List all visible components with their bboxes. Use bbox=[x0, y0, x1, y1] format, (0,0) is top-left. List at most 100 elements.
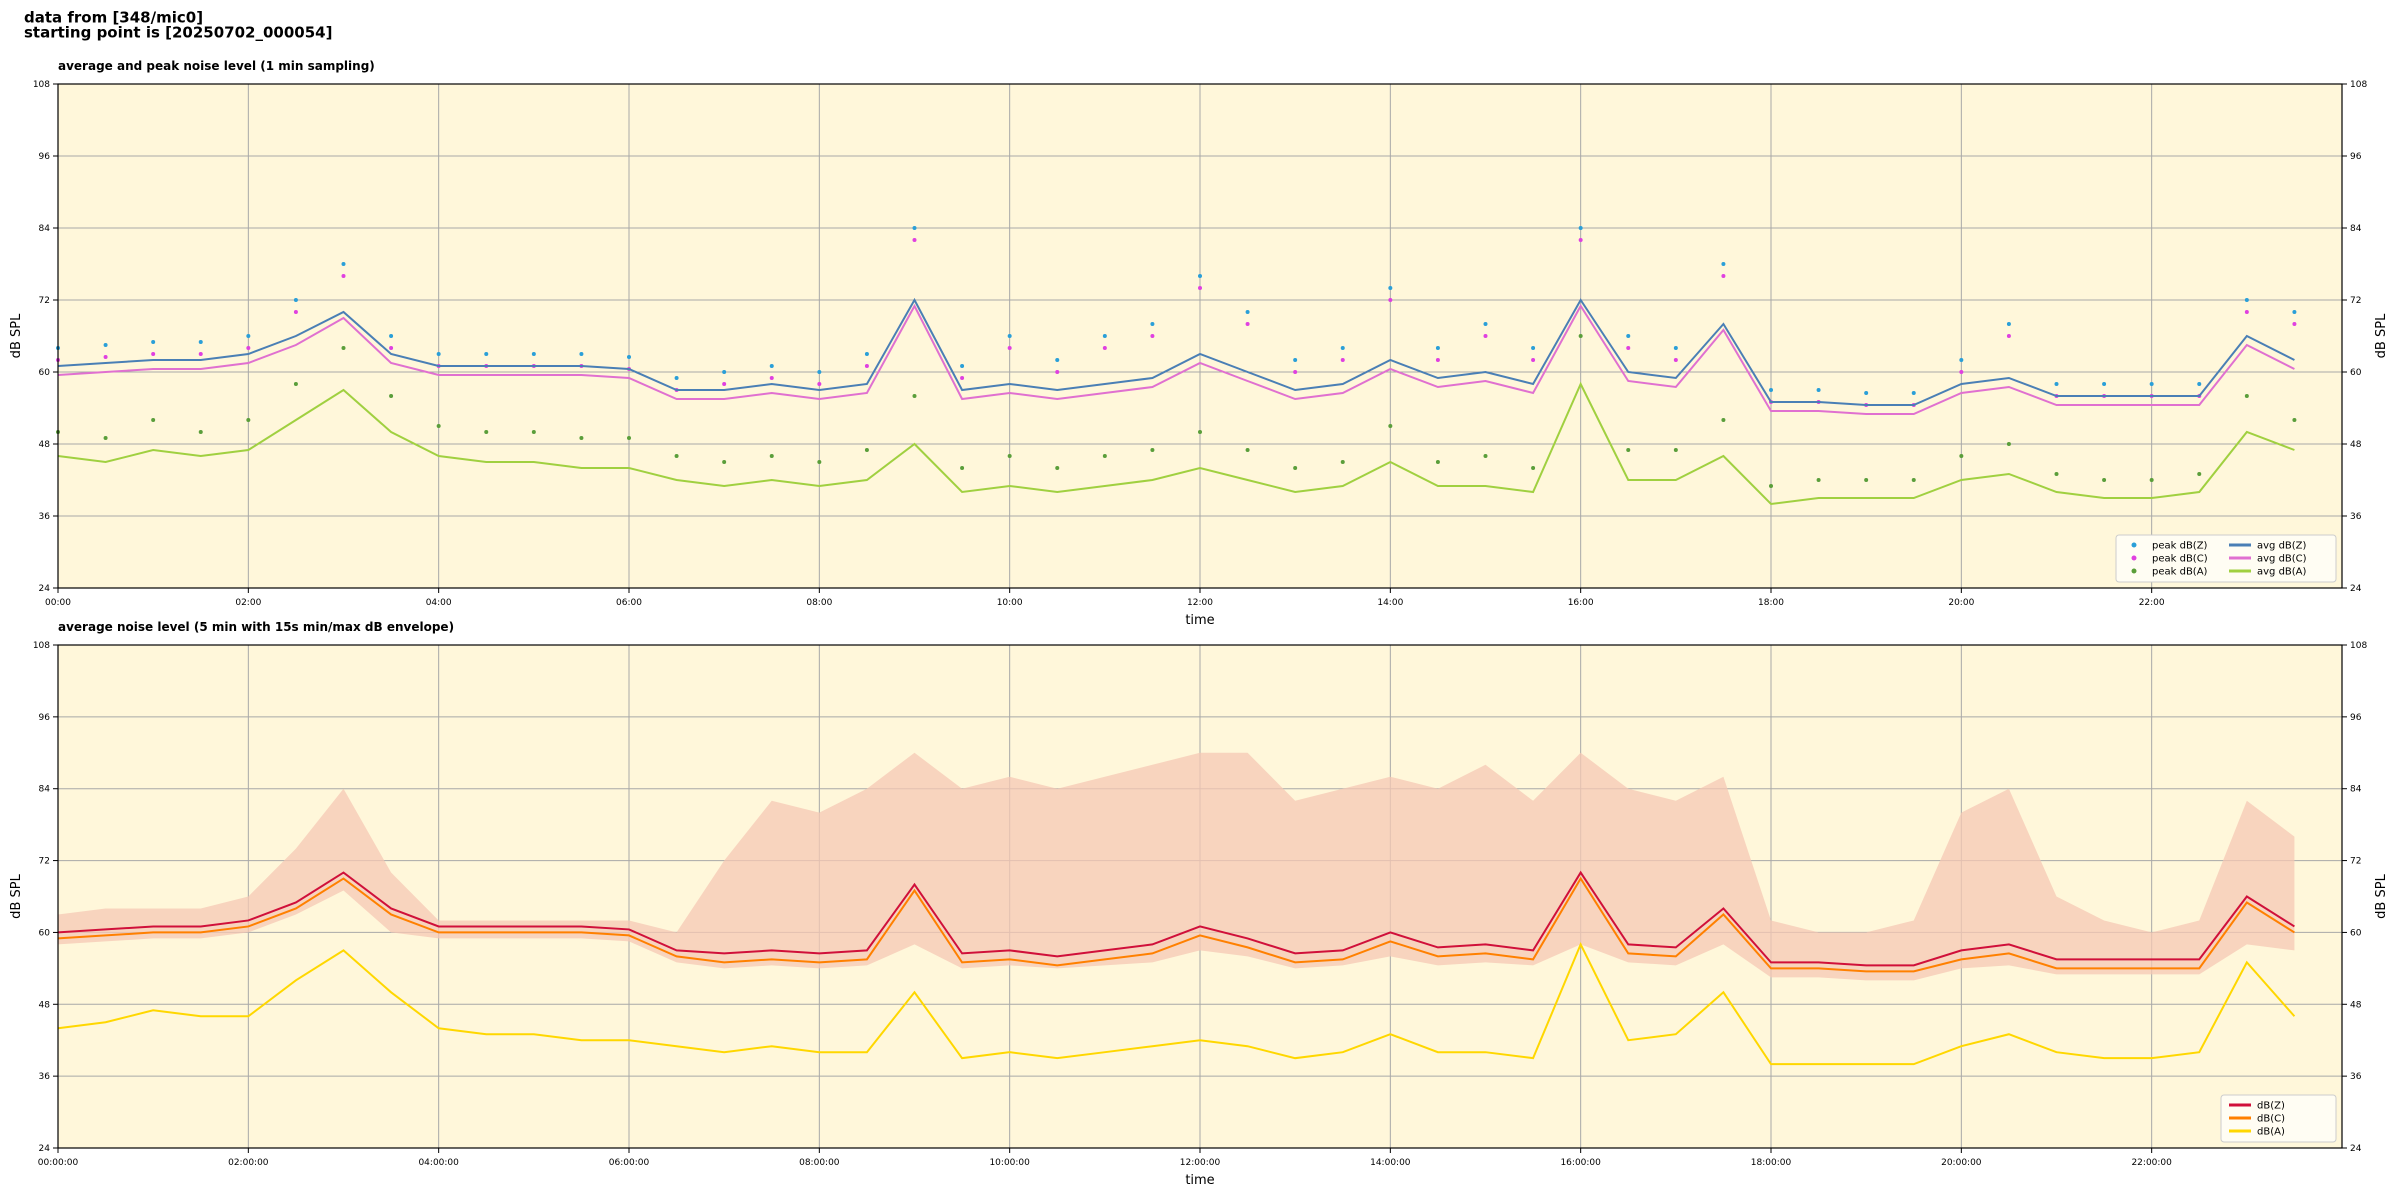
x-axis-label: time bbox=[1185, 613, 1214, 628]
y-tick-label: 84 bbox=[39, 224, 51, 234]
x-tick-label: 12:00 bbox=[1187, 598, 1213, 608]
peak-point bbox=[2197, 472, 2202, 476]
chart-subtitle: average noise level (5 min with 15s min/… bbox=[58, 620, 454, 634]
y-tick-label: 24 bbox=[39, 1144, 51, 1154]
legend-label: peak dB(Z) bbox=[2152, 541, 2208, 552]
series-line bbox=[57, 381, 2295, 506]
y-tick-label: 108 bbox=[33, 80, 50, 90]
peak-point bbox=[1007, 454, 1012, 458]
x-tick-label: 02:00 bbox=[235, 598, 261, 608]
y2-tick-label: 84 bbox=[2350, 224, 2362, 234]
peak-point bbox=[151, 340, 156, 344]
peak-point bbox=[1340, 358, 1345, 362]
y2-tick-label: 36 bbox=[2350, 512, 2362, 522]
y2-tick-label: 84 bbox=[2350, 785, 2362, 795]
peak-point bbox=[1007, 346, 1012, 350]
peak-point bbox=[1864, 391, 1869, 395]
peak-point bbox=[1626, 334, 1631, 338]
peak-point bbox=[1911, 478, 1916, 482]
y2-tick-label: 96 bbox=[2350, 713, 2362, 723]
peak-point bbox=[1293, 370, 1298, 374]
plot-frame bbox=[57, 644, 2343, 1149]
legend-marker bbox=[2131, 542, 2137, 548]
peak-point bbox=[2102, 382, 2107, 386]
y-tick-label: 48 bbox=[39, 440, 51, 450]
peak-point bbox=[1102, 346, 1107, 350]
peak-point bbox=[246, 334, 251, 338]
peak-point bbox=[389, 394, 394, 398]
peak-point bbox=[1626, 346, 1631, 350]
peak-point bbox=[960, 376, 965, 380]
peak-point bbox=[1483, 322, 1488, 326]
legend-label: avg dB(Z) bbox=[2257, 541, 2307, 552]
peak-point bbox=[912, 238, 917, 242]
peak-point bbox=[531, 430, 536, 434]
peak-point bbox=[2006, 442, 2011, 446]
y-tick-label: 108 bbox=[33, 641, 50, 651]
series-line bbox=[57, 941, 2296, 1066]
y2-tick-label: 24 bbox=[2350, 1144, 2362, 1154]
peak-point bbox=[2006, 334, 2011, 338]
peak-point bbox=[1055, 466, 1060, 470]
peak-point bbox=[1578, 334, 1583, 338]
peak-point bbox=[912, 226, 917, 230]
peak-point bbox=[293, 310, 298, 314]
peak-point bbox=[1531, 346, 1536, 350]
peak-point bbox=[2149, 478, 2154, 482]
peak-point bbox=[1483, 454, 1488, 458]
plot-frame bbox=[57, 83, 2343, 589]
peak-point bbox=[2244, 310, 2249, 314]
x-tick-label: 18:00:00 bbox=[1751, 1158, 1792, 1168]
x-tick-label: 18:00 bbox=[1758, 598, 1784, 608]
peak-point bbox=[674, 454, 679, 458]
x-tick-label: 10:00:00 bbox=[989, 1158, 1030, 1168]
peak-point bbox=[2244, 298, 2249, 302]
peak-point bbox=[722, 460, 727, 464]
peak-point bbox=[2292, 418, 2297, 422]
peak-point bbox=[1245, 310, 1250, 314]
peak-point bbox=[2006, 322, 2011, 326]
peak-point bbox=[722, 382, 727, 386]
peak-point bbox=[817, 370, 822, 374]
peak-point bbox=[1198, 274, 1202, 278]
legend-marker bbox=[2131, 568, 2137, 574]
y2-tick-label: 72 bbox=[2350, 857, 2361, 867]
peak-point bbox=[1055, 370, 1060, 374]
peak-point bbox=[1959, 370, 1964, 374]
x-tick-label: 22:00 bbox=[2139, 598, 2165, 608]
peak-point bbox=[1578, 238, 1583, 242]
peak-point bbox=[151, 352, 156, 356]
x-tick-label: 10:00 bbox=[997, 598, 1023, 608]
peak-point bbox=[627, 355, 631, 359]
y-tick-label: 72 bbox=[39, 296, 50, 306]
peak-point bbox=[1673, 346, 1678, 350]
peak-point bbox=[1198, 286, 1202, 290]
peak-point bbox=[769, 376, 774, 380]
y-tick-label: 96 bbox=[39, 152, 51, 162]
x-tick-label: 02:00:00 bbox=[228, 1158, 269, 1168]
peak-point bbox=[1816, 388, 1821, 392]
x-tick-label: 14:00 bbox=[1377, 598, 1403, 608]
x-axis-label: time bbox=[1185, 1173, 1214, 1188]
peak-point bbox=[1007, 334, 1012, 338]
y2-axis-label: dB SPL bbox=[2374, 313, 2389, 358]
peak-point bbox=[436, 352, 441, 356]
peak-point bbox=[1626, 448, 1631, 452]
peak-point bbox=[1673, 358, 1678, 362]
peak-point bbox=[579, 436, 584, 440]
y2-tick-label: 108 bbox=[2350, 80, 2367, 90]
x-tick-label: 20:00 bbox=[1948, 598, 1974, 608]
legend-label: peak dB(C) bbox=[2152, 554, 2208, 565]
peak-point bbox=[151, 418, 156, 422]
y2-tick-label: 72 bbox=[2350, 296, 2361, 306]
y2-tick-label: 96 bbox=[2350, 152, 2362, 162]
peak-point bbox=[1340, 460, 1345, 464]
peak-point bbox=[103, 436, 108, 440]
y-axis-label: dB SPL bbox=[9, 873, 24, 918]
y-tick-label: 84 bbox=[39, 785, 51, 795]
x-tick-label: 16:00 bbox=[1568, 598, 1594, 608]
peak-point bbox=[2102, 478, 2107, 482]
y-tick-label: 48 bbox=[39, 1000, 51, 1010]
peak-point bbox=[1531, 358, 1536, 362]
